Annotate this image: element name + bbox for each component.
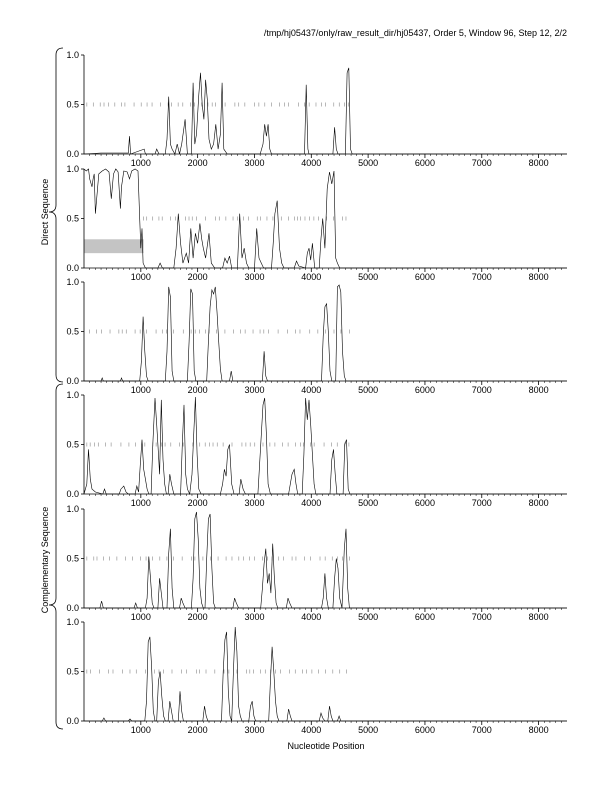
x-tick-label: 6000 bbox=[415, 498, 435, 508]
x-tick-label: 7000 bbox=[472, 272, 492, 282]
x-tick-label: 3000 bbox=[244, 385, 264, 395]
x-tick-label: 8000 bbox=[529, 725, 549, 735]
x-tick-label: 7000 bbox=[472, 158, 492, 168]
x-tick-label: 7000 bbox=[472, 725, 492, 735]
x-tick-label: 1000 bbox=[131, 498, 151, 508]
x-tick-label: 4000 bbox=[301, 725, 321, 735]
y-tick-label: 0.0 bbox=[66, 603, 79, 613]
y-tick-label: 0.5 bbox=[66, 667, 79, 677]
x-tick-label: 8000 bbox=[529, 612, 549, 622]
x-tick-label: 1000 bbox=[131, 725, 151, 735]
y-tick-label: 0.5 bbox=[66, 554, 79, 564]
panel-1: 0.0 0.5 1.0 1000 2000 3000 4000 5000 6000 7000 800… bbox=[66, 50, 567, 168]
highlight-band bbox=[84, 239, 144, 254]
x-tick-label: 5000 bbox=[358, 272, 378, 282]
panel-4: 0.0 0.5 1.0 1000 2000 3000 4000 5000 6000 7000 800… bbox=[66, 390, 567, 508]
y-tick-label: 0.5 bbox=[66, 100, 79, 110]
y-tick-label: 1.0 bbox=[66, 504, 79, 514]
dashed-tick-row bbox=[86, 669, 347, 674]
y-tick-label: 0.5 bbox=[66, 440, 79, 450]
dashed-tick-row bbox=[86, 102, 349, 107]
x-tick-label: 5000 bbox=[358, 385, 378, 395]
x-tick-label: 6000 bbox=[415, 612, 435, 622]
x-tick-label: 6000 bbox=[415, 272, 435, 282]
y-tick-label: 0.0 bbox=[66, 149, 79, 159]
y-tick-label: 0.5 bbox=[66, 214, 79, 224]
x-tick-label: 1000 bbox=[131, 158, 151, 168]
x-tick-label: 5000 bbox=[358, 612, 378, 622]
series-line bbox=[84, 626, 567, 722]
x-tick-label: 4000 bbox=[301, 498, 321, 508]
x-tick-label: 5000 bbox=[358, 498, 378, 508]
panel-2: 0.0 0.5 1.0 1000 2000 3000 4000 5000 6000 7000 800… bbox=[66, 164, 567, 282]
y-tick-label: 0.0 bbox=[66, 376, 79, 386]
y-tick-label: 1.0 bbox=[66, 164, 79, 174]
header-title: /tmp/hj05437/only/raw_result_dir/hj05437… bbox=[264, 28, 567, 38]
series-line bbox=[83, 168, 567, 269]
series-line bbox=[83, 67, 567, 155]
x-tick-label: 6000 bbox=[415, 725, 435, 735]
series-line bbox=[84, 284, 567, 382]
x-tick-label: 2000 bbox=[188, 272, 208, 282]
panel-5: 0.0 0.5 1.0 1000 2000 3000 4000 5000 6000 7000 800… bbox=[66, 504, 567, 622]
x-tick-label: 2000 bbox=[188, 158, 208, 168]
x-tick-label: 7000 bbox=[472, 612, 492, 622]
group-label-direct: Direct Sequence bbox=[40, 179, 50, 246]
x-tick-label: 8000 bbox=[529, 158, 549, 168]
x-tick-label: 1000 bbox=[131, 272, 151, 282]
dashed-tick-row bbox=[86, 442, 350, 447]
x-tick-label: 2000 bbox=[188, 385, 208, 395]
x-tick-label: 8000 bbox=[529, 385, 549, 395]
group-bracket-direct bbox=[48, 47, 64, 383]
x-tick-label: 7000 bbox=[472, 385, 492, 395]
x-tick-label: 1000 bbox=[131, 385, 151, 395]
y-tick-label: 0.0 bbox=[66, 263, 79, 273]
group-bracket-complementary bbox=[48, 383, 64, 730]
dashed-tick-row bbox=[89, 329, 351, 334]
panels: 0.0 0.5 1.0 1000 2000 3000 4000 5000 6000 7000 800… bbox=[66, 50, 567, 735]
x-tick-label: 2000 bbox=[188, 498, 208, 508]
x-tick-label: 5000 bbox=[358, 725, 378, 735]
x-tick-label: 2000 bbox=[188, 725, 208, 735]
dashed-tick-row bbox=[86, 556, 350, 561]
y-tick-label: 0.0 bbox=[66, 716, 79, 726]
y-tick-label: 0.0 bbox=[66, 489, 79, 499]
y-tick-label: 0.5 bbox=[66, 327, 79, 337]
x-tick-label: 3000 bbox=[244, 158, 264, 168]
x-tick-label: 3000 bbox=[244, 272, 264, 282]
x-tick-label: 7000 bbox=[472, 498, 492, 508]
series-line bbox=[84, 511, 567, 609]
x-axis-label: Nucleotide Position bbox=[287, 741, 364, 751]
y-tick-label: 1.0 bbox=[66, 617, 79, 627]
x-tick-label: 3000 bbox=[244, 725, 264, 735]
x-tick-label: 6000 bbox=[415, 158, 435, 168]
x-tick-label: 3000 bbox=[244, 612, 264, 622]
x-tick-label: 4000 bbox=[301, 385, 321, 395]
x-tick-label: 1000 bbox=[131, 612, 151, 622]
series-line bbox=[83, 396, 567, 496]
dashed-tick-row bbox=[143, 216, 347, 221]
x-tick-label: 8000 bbox=[529, 498, 549, 508]
y-tick-label: 1.0 bbox=[66, 50, 79, 60]
x-tick-label: 4000 bbox=[301, 272, 321, 282]
group-label-complementary: Complementary Sequence bbox=[40, 507, 50, 614]
x-tick-label: 4000 bbox=[301, 158, 321, 168]
x-tick-label: 8000 bbox=[529, 272, 549, 282]
x-tick-label: 6000 bbox=[415, 385, 435, 395]
y-tick-label: 1.0 bbox=[66, 390, 79, 400]
x-tick-label: 3000 bbox=[244, 498, 264, 508]
x-tick-label: 2000 bbox=[188, 612, 208, 622]
y-tick-label: 1.0 bbox=[66, 277, 79, 287]
panel-3: 0.0 0.5 1.0 1000 2000 3000 4000 5000 6000 7000 800… bbox=[66, 277, 567, 395]
x-tick-label: 4000 bbox=[301, 612, 321, 622]
panel-6: 0.0 0.5 1.0 1000 2000 3000 4000 5000 6000 7000 800… bbox=[66, 617, 567, 735]
x-tick-label: 5000 bbox=[358, 158, 378, 168]
